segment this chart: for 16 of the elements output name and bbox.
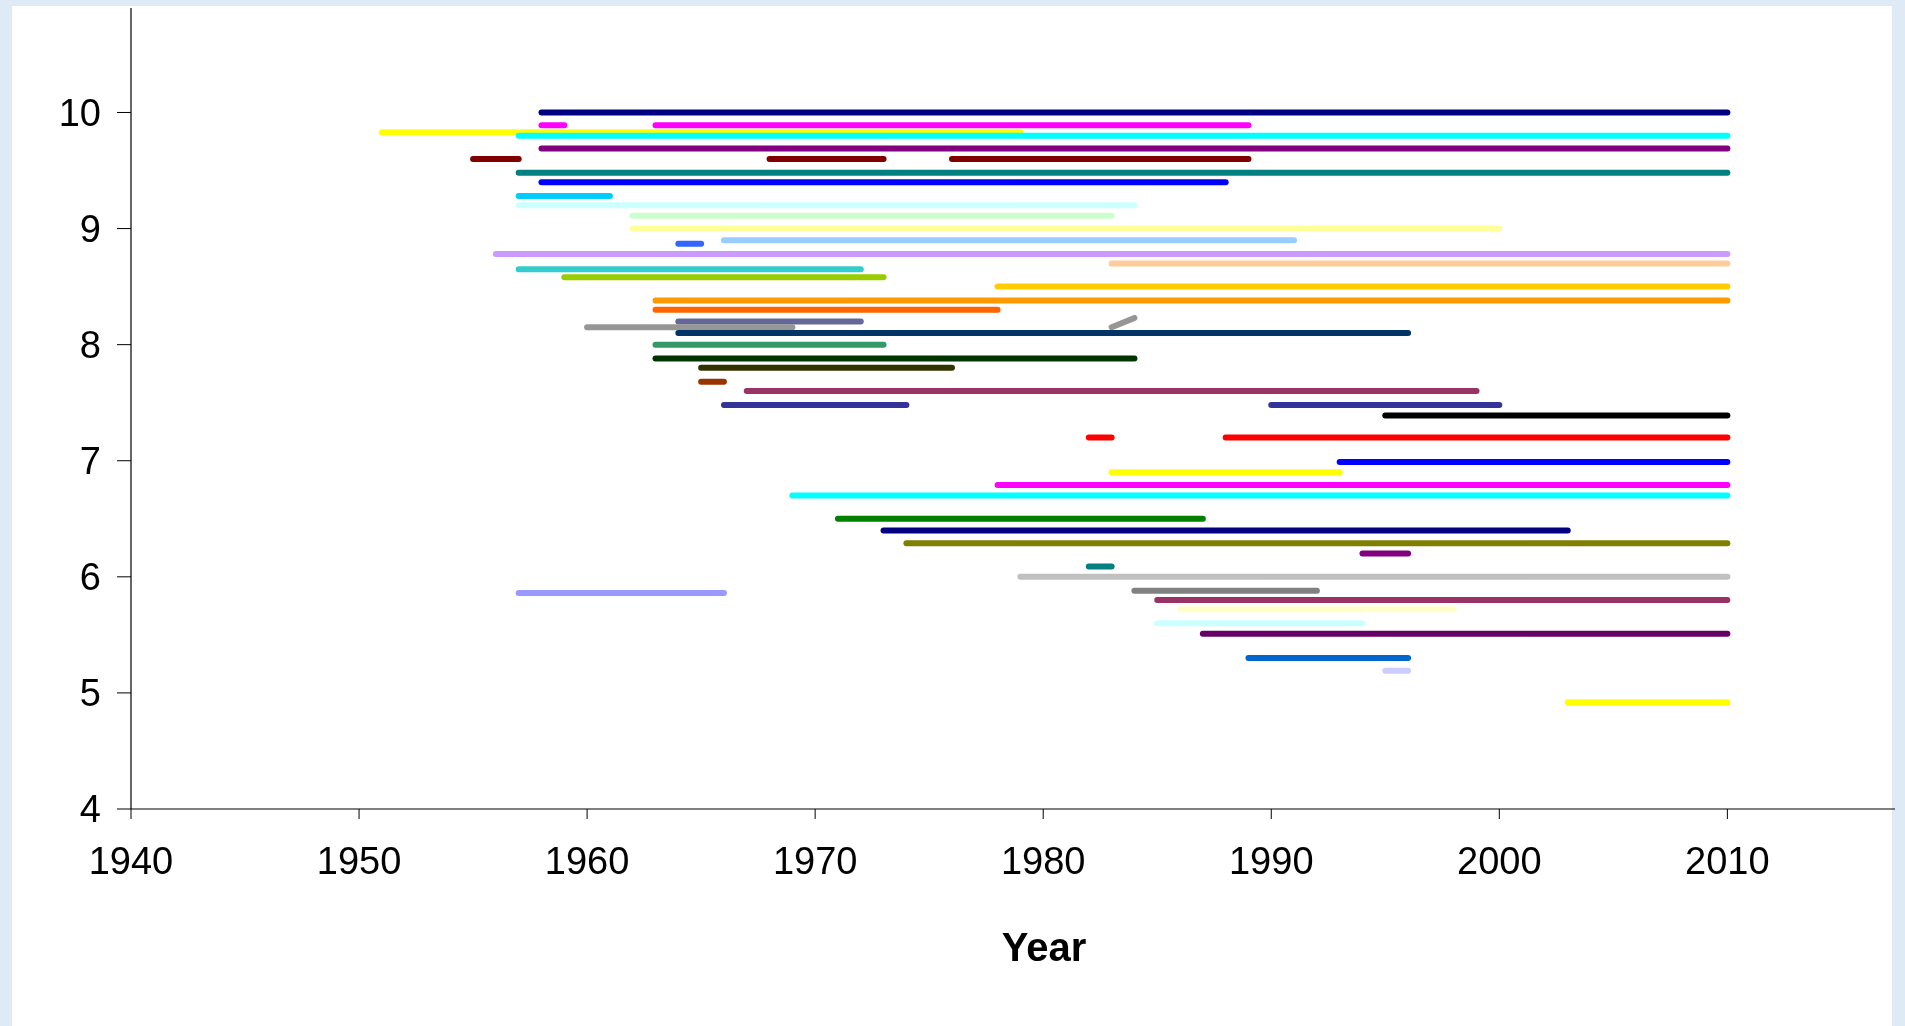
y-tick-label: 5 — [79, 672, 101, 715]
x-tick-label: 1990 — [1228, 840, 1314, 882]
y-tick-label: 6 — [79, 556, 101, 599]
x-tick-label: 1970 — [772, 840, 858, 882]
y-tick-label: 8 — [79, 323, 101, 366]
x-tick-label: 2010 — [1685, 840, 1770, 882]
x-tick-label: 1980 — [1000, 840, 1086, 882]
x-tick-label: 1950 — [316, 840, 402, 882]
x-tick-label: 1960 — [544, 840, 630, 882]
y-tick-label: 9 — [79, 207, 101, 250]
y-tick-label: 4 — [79, 788, 101, 831]
y-tick-label: 7 — [79, 440, 101, 483]
x-tick-label: 2000 — [1457, 840, 1542, 882]
x-axis-title: Year — [1001, 925, 1087, 969]
x-tick-label: 1940 — [88, 840, 174, 882]
y-tick-label: 10 — [58, 91, 101, 134]
